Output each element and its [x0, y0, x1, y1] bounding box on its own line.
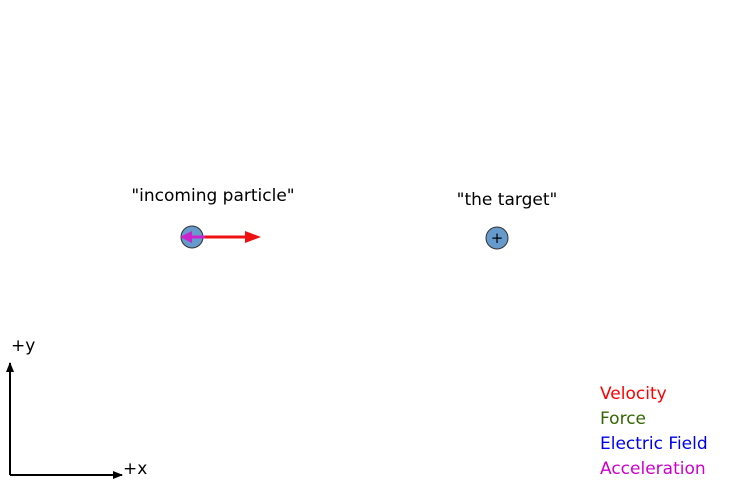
- legend: Velocity Force Electric Field Acceleration: [600, 384, 708, 479]
- acceleration-vector: [180, 231, 205, 243]
- legend-item-velocity: Velocity: [600, 384, 667, 404]
- target-particle: +: [485, 226, 509, 250]
- legend-item-acceleration: Acceleration: [600, 459, 706, 479]
- target-particle-body: [485, 226, 509, 250]
- coordinate-axes: +y +x: [5, 336, 147, 479]
- y-axis-label: +y: [11, 336, 35, 356]
- legend-item-electric-field: Electric Field: [600, 434, 708, 454]
- target-label: "the target": [457, 190, 558, 210]
- velocity-arrow-head: [245, 231, 261, 243]
- target-particle-charge: +: [491, 229, 504, 247]
- acceleration-arrow-head: [180, 231, 192, 243]
- legend-item-force: Force: [600, 409, 646, 429]
- x-axis-label: +x: [123, 459, 147, 479]
- incoming-particle-label: "incoming particle": [131, 186, 294, 206]
